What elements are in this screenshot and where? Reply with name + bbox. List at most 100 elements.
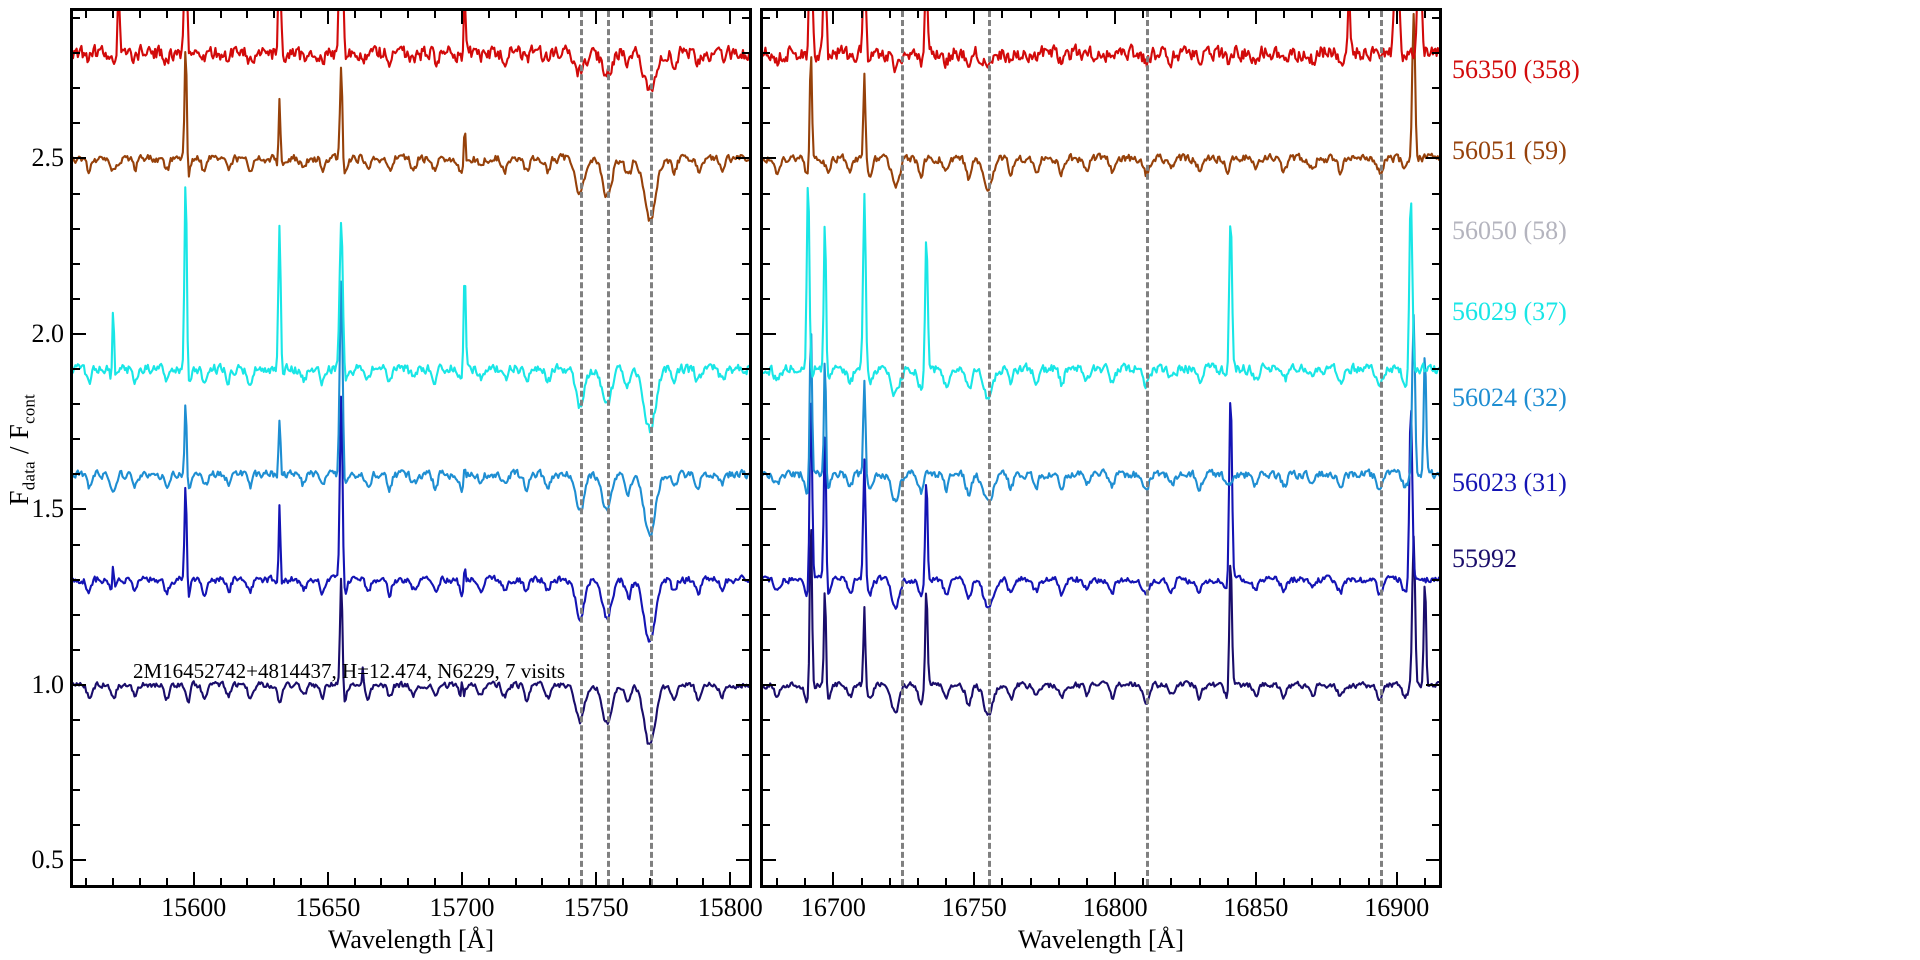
y-minor-tick (1432, 192, 1439, 195)
x-tick-label: 16900 (1364, 893, 1430, 922)
x-minor-tick (434, 878, 437, 885)
x-minor-tick (568, 878, 571, 885)
spectrum-line (763, 528, 1439, 716)
spectrum-line (73, 395, 749, 643)
x-minor-tick (1198, 878, 1201, 885)
spectrum-line (73, 11, 749, 93)
x-tick-mark (460, 872, 463, 885)
y-tick-mark (736, 332, 749, 335)
x-minor-tick (621, 878, 624, 885)
y-minor-tick (1432, 613, 1439, 616)
y-minor-tick (1432, 17, 1439, 20)
x-minor-tick (1057, 878, 1060, 885)
y-minor-tick (742, 824, 749, 827)
y-minor-tick (73, 543, 80, 546)
x-tick-mark (1114, 872, 1117, 885)
x-tick-mark (729, 11, 732, 24)
y-tick-mark (1426, 157, 1439, 160)
x-minor-tick (380, 878, 383, 885)
y-minor-tick (73, 403, 80, 406)
y-minor-tick (742, 754, 749, 757)
x-minor-tick (1339, 878, 1342, 885)
x-minor-tick (353, 11, 356, 18)
x-tick-mark (326, 872, 329, 885)
y-minor-tick (73, 719, 80, 722)
legend-item[interactable]: 56023 (31) (1452, 468, 1567, 497)
x-minor-tick (139, 878, 142, 885)
x-minor-tick (514, 11, 517, 18)
legend-item[interactable]: 56051 (59) (1452, 136, 1567, 165)
x-minor-tick (648, 878, 651, 885)
y-minor-tick (742, 122, 749, 125)
y-minor-tick (742, 192, 749, 195)
y-tick-mark (1426, 508, 1439, 511)
x-minor-tick (621, 11, 624, 18)
x-tick-mark (595, 11, 598, 24)
legend-item[interactable]: 56350 (358) (1452, 55, 1580, 84)
y-minor-tick (763, 403, 770, 406)
x-minor-tick (300, 878, 303, 885)
y-minor-tick (742, 17, 749, 20)
y-tick-mark (73, 859, 86, 862)
y-minor-tick (742, 613, 749, 616)
x-tick-label: 15700 (429, 893, 495, 922)
y-minor-tick (763, 578, 770, 581)
left-panel: 2M16452742+4814437, H=12.474, N6229, 7 v… (70, 8, 752, 888)
left-x-axis-title: Wavelength [Å] (327, 925, 495, 954)
x-minor-tick (945, 878, 948, 885)
y-tick-mark (1426, 683, 1439, 686)
y-minor-tick (763, 87, 770, 90)
y-minor-tick (1432, 122, 1439, 125)
y-minor-tick (1432, 52, 1439, 55)
x-tick-label: 15750 (563, 893, 629, 922)
x-tick-mark (595, 872, 598, 885)
legend-item[interactable]: 56024 (32) (1452, 383, 1567, 412)
feature-marker-line (988, 11, 992, 885)
y-tick-label: 1.5 (31, 494, 65, 524)
spectrum-line (73, 280, 749, 539)
y-minor-tick (73, 192, 80, 195)
spectrum-line (73, 577, 749, 745)
y-minor-tick (763, 789, 770, 792)
x-minor-tick (1367, 11, 1370, 18)
y-minor-tick (1432, 543, 1439, 546)
y-minor-tick (1432, 227, 1439, 230)
x-minor-tick (804, 878, 807, 885)
y-tick-label: 0.5 (31, 845, 65, 875)
legend-item[interactable]: 56029 (37) (1452, 297, 1567, 326)
spectrum-line (763, 313, 1439, 503)
x-minor-tick (1339, 11, 1342, 18)
y-minor-tick (73, 17, 80, 20)
x-minor-tick (541, 878, 544, 885)
x-minor-tick (776, 11, 779, 18)
legend-item[interactable]: 55992 (1452, 544, 1517, 573)
x-tick-mark (192, 872, 195, 885)
x-minor-tick (568, 11, 571, 18)
x-minor-tick (1085, 878, 1088, 885)
y-minor-tick (1432, 648, 1439, 651)
x-minor-tick (434, 11, 437, 18)
x-minor-tick (1198, 11, 1201, 18)
x-minor-tick (1283, 11, 1286, 18)
y-minor-tick (73, 578, 80, 581)
y-minor-tick (73, 122, 80, 125)
x-minor-tick (1029, 11, 1032, 18)
right-x-axis-title: Wavelength [Å] (1017, 925, 1185, 954)
x-minor-tick (541, 11, 544, 18)
legend-item[interactable]: 56050 (58) (1452, 216, 1567, 245)
x-minor-tick (85, 878, 88, 885)
x-minor-tick (888, 11, 891, 18)
y-tick-label: 2.0 (31, 318, 65, 348)
x-minor-tick (514, 878, 517, 885)
y-minor-tick (73, 262, 80, 265)
y-minor-tick (73, 52, 80, 55)
y-axis-title-text: Fdata / Fcont (4, 394, 39, 506)
x-minor-tick (1283, 878, 1286, 885)
y-minor-tick (742, 52, 749, 55)
x-minor-tick (860, 11, 863, 18)
y-minor-tick (763, 262, 770, 265)
x-minor-tick (945, 11, 948, 18)
y-minor-tick (1432, 789, 1439, 792)
x-tick-label: 16750 (941, 893, 1007, 922)
